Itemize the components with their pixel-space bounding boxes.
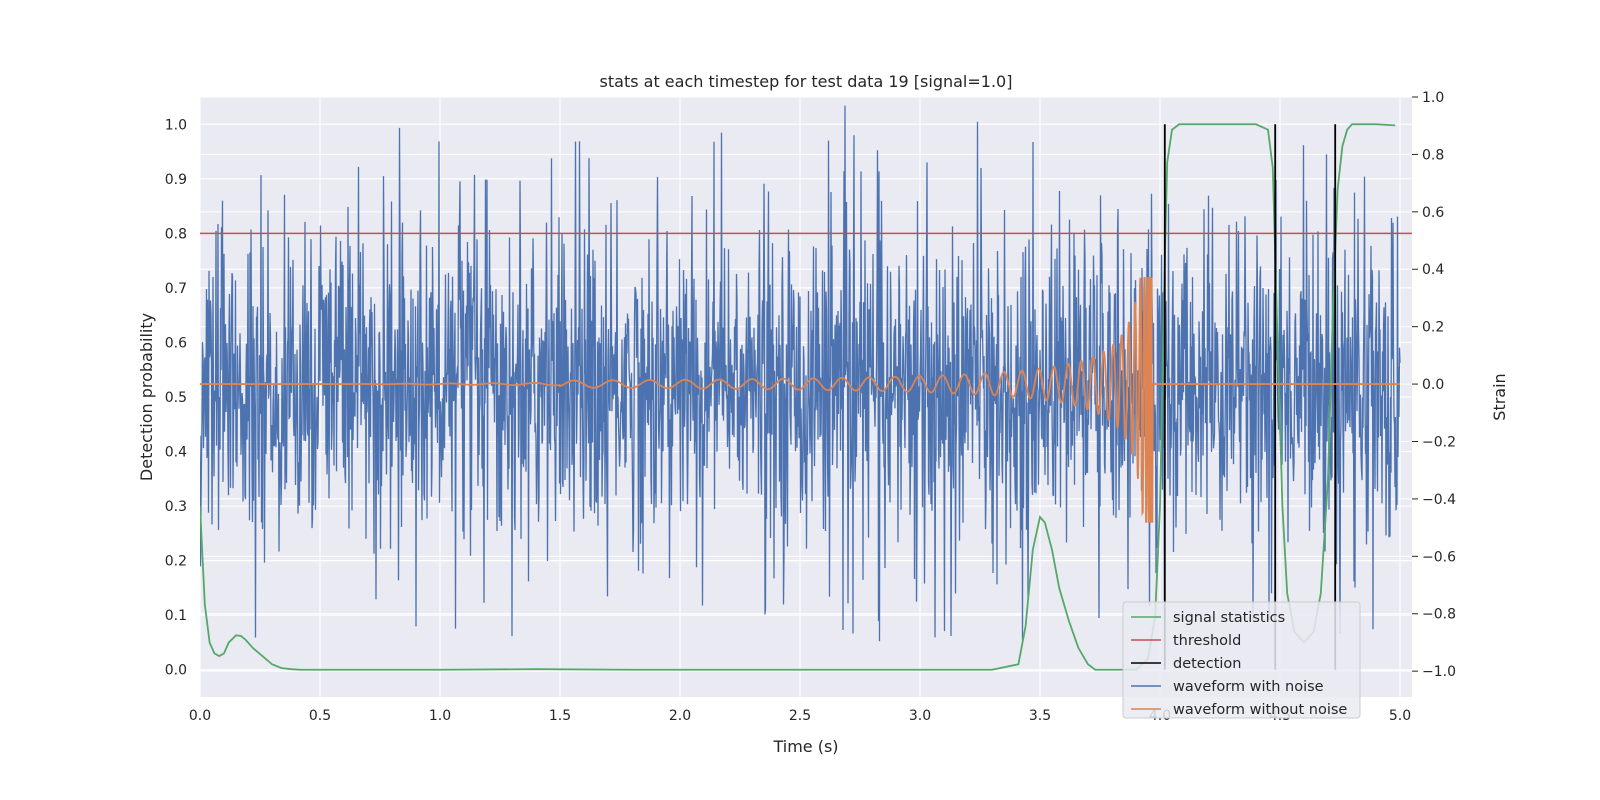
chart-title: stats at each timestep for test data 19 … <box>600 72 1013 91</box>
y-right-tick-label: 1.0 <box>1422 90 1444 106</box>
right-axis: −1.0 −0.8 −0.6 −0.4 −0.2 0.0 0.2 0.4 0.6 0.8 1.0 <box>1412 90 1456 680</box>
x-tick-label: 1.0 <box>429 708 451 724</box>
y-right-tick-label: 0.6 <box>1422 205 1444 221</box>
x-tick-label: 1.5 <box>549 708 571 724</box>
y-tick-label: 0.4 <box>165 445 187 461</box>
y-tick-label: 0.7 <box>165 281 187 297</box>
legend-box <box>1122 601 1361 719</box>
y-tick-label: 0.1 <box>165 608 187 624</box>
legend-label-waveform-without-noise: waveform without noise <box>1173 702 1347 718</box>
y-tick-label: 0.0 <box>165 663 187 679</box>
x-tick-label: 2.5 <box>789 708 811 724</box>
legend: signal statistics threshold detection wa… <box>1122 601 1361 719</box>
y-tick-label: 0.9 <box>165 172 187 188</box>
y-tick-label: 0.2 <box>165 554 187 570</box>
series-waveform-with-noise <box>200 105 1401 642</box>
y-axis-label: Detection probability <box>137 313 156 481</box>
legend-label-detection: detection <box>1173 656 1241 672</box>
legend-label-waveform-with-noise: waveform with noise <box>1173 679 1324 695</box>
y-right-tick-label: −0.2 <box>1422 434 1456 450</box>
y-tick-label: 0.8 <box>165 226 187 242</box>
x-axis-label: Time (s) <box>772 737 838 756</box>
series-waveform-without-noise <box>200 276 1400 523</box>
x-tick-label: 0.5 <box>309 708 331 724</box>
y-tick-label: 0.5 <box>165 390 187 406</box>
y-axis-label-right: Strain <box>1490 373 1509 420</box>
y-right-tick-label: −1.0 <box>1422 664 1456 680</box>
y-tick-label: 0.3 <box>165 499 187 515</box>
legend-label-signal-statistics: signal statistics <box>1173 610 1285 626</box>
y-right-tick-label: −0.4 <box>1422 492 1456 508</box>
y-right-tick-label: −0.6 <box>1422 549 1456 565</box>
left-axis: 0.0 0.1 0.2 0.3 0.4 0.5 0.6 0.7 0.8 0.9 1.0 <box>165 117 187 678</box>
y-tick-label: 1.0 <box>165 117 187 133</box>
x-tick-label: 2.0 <box>669 708 691 724</box>
y-right-tick-label: 0.4 <box>1422 262 1444 278</box>
y-tick-label: 0.6 <box>165 335 187 351</box>
x-tick-label: 5.0 <box>1389 708 1411 724</box>
x-tick-label: 0.0 <box>189 708 211 724</box>
x-tick-label: 3.5 <box>1029 708 1051 724</box>
y-right-tick-label: 0.0 <box>1422 377 1444 393</box>
y-right-tick-label: 0.8 <box>1422 147 1444 163</box>
y-right-tick-label: 0.2 <box>1422 320 1444 336</box>
legend-label-threshold: threshold <box>1173 633 1241 649</box>
y-right-tick-label: −0.8 <box>1422 607 1456 623</box>
x-tick-label: 3.0 <box>909 708 931 724</box>
